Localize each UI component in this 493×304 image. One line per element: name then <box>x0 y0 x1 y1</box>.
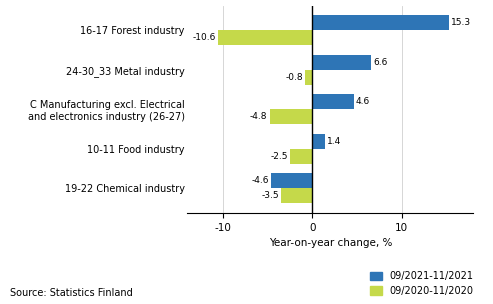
Bar <box>270 109 313 124</box>
Text: -0.8: -0.8 <box>285 73 303 82</box>
X-axis label: Year-on-year change, %: Year-on-year change, % <box>269 238 392 248</box>
Text: -4.8: -4.8 <box>250 112 267 121</box>
Text: -3.5: -3.5 <box>261 192 279 200</box>
Bar <box>305 70 313 85</box>
Text: 15.3: 15.3 <box>452 19 471 27</box>
Bar <box>313 16 449 30</box>
Text: 4.6: 4.6 <box>356 98 370 106</box>
Text: Source: Statistics Finland: Source: Statistics Finland <box>10 288 133 298</box>
Text: -10.6: -10.6 <box>192 33 215 43</box>
Bar <box>313 95 353 109</box>
Text: -2.5: -2.5 <box>270 152 288 161</box>
Legend: 09/2021-11/2021, 09/2020-11/2020: 09/2021-11/2021, 09/2020-11/2020 <box>370 271 473 296</box>
Bar <box>313 134 325 149</box>
Bar <box>271 173 313 188</box>
Text: -4.6: -4.6 <box>251 176 269 185</box>
Bar <box>218 30 313 46</box>
Text: 6.6: 6.6 <box>374 58 388 67</box>
Text: 1.4: 1.4 <box>327 137 342 146</box>
Bar <box>281 188 313 203</box>
Bar <box>290 149 313 164</box>
Bar <box>313 55 371 70</box>
